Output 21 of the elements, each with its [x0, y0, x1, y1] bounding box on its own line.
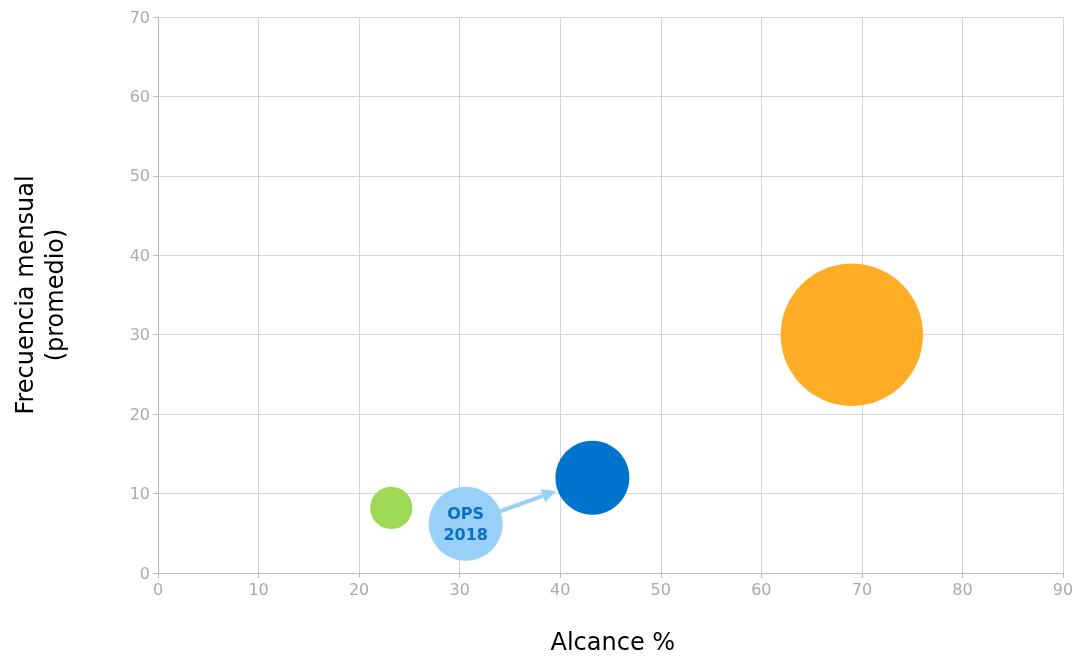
x-axis-title: Alcance % [550, 628, 676, 656]
y-tick-label: 70 [129, 7, 150, 27]
x-tick-label: 40 [550, 579, 571, 599]
x-tick-label: 10 [248, 579, 269, 599]
y-tick-label: 10 [129, 484, 150, 504]
x-tick-label: 70 [851, 579, 873, 599]
y-tick-label: 20 [129, 404, 150, 424]
y-tick-label: 30 [129, 325, 150, 345]
x-tick-label: 20 [348, 579, 370, 599]
y-tick-label: 50 [129, 166, 150, 186]
x-tick-label: 80 [952, 579, 973, 599]
x-tick-label: 50 [650, 579, 671, 599]
y-axis-title: Frecuencia mensual (promedio) [11, 175, 69, 415]
annotation: OPS 2018 [442, 502, 489, 545]
y-tick-label: 40 [129, 245, 150, 265]
x-tick-label: 30 [449, 579, 470, 599]
y-tick-label: 0 [139, 563, 150, 583]
x-tick-label: 60 [751, 579, 772, 599]
y-tick-label: 60 [129, 86, 150, 106]
x-tick-label: 90 [1052, 579, 1074, 599]
x-tick-label: 0 [152, 579, 164, 599]
